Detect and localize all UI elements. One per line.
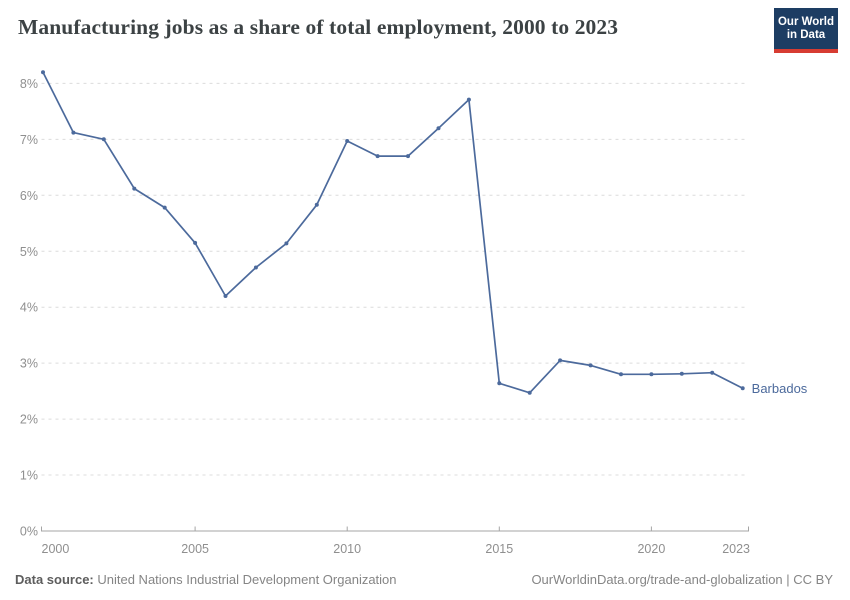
- y-axis-label-2%: 2%: [20, 413, 38, 427]
- owid-logo-line2: in Data: [786, 28, 826, 41]
- data-point-2021[interactable]: [679, 371, 684, 376]
- x-axis-label-2000: 2000: [42, 542, 70, 556]
- x-axis-label-2010: 2010: [333, 542, 361, 556]
- x-axis-label-2023: 2023: [722, 542, 750, 556]
- data-point-2018[interactable]: [588, 363, 593, 368]
- x-axis: [41, 526, 749, 532]
- owid-logo[interactable]: Our World in Data: [774, 8, 838, 53]
- y-axis-label-7%: 7%: [20, 133, 38, 147]
- data-source-value: United Nations Industrial Development Or…: [93, 572, 397, 587]
- data-point-2011[interactable]: [375, 154, 380, 159]
- chart-footer: Data source: United Nations Industrial D…: [15, 572, 833, 587]
- data-point-2022[interactable]: [710, 370, 715, 375]
- data-point-2005[interactable]: [193, 240, 198, 245]
- data-point-2002[interactable]: [101, 137, 106, 142]
- data-point-2006[interactable]: [223, 294, 228, 298]
- x-axis-label-2015: 2015: [485, 542, 513, 556]
- data-point-2001[interactable]: [71, 130, 76, 135]
- y-axis-label-5%: 5%: [20, 245, 38, 259]
- data-source: Data source: United Nations Industrial D…: [15, 572, 397, 587]
- data-point-2013[interactable]: [436, 126, 441, 131]
- data-point-2003[interactable]: [132, 186, 137, 191]
- data-point-2015[interactable]: [497, 381, 502, 386]
- chart-line-barbados[interactable]: [42, 71, 744, 394]
- data-point-2017[interactable]: [558, 358, 563, 363]
- data-point-2004[interactable]: [162, 205, 167, 210]
- entity-label-barbados[interactable]: Barbados: [752, 381, 808, 396]
- data-point-2019[interactable]: [619, 372, 623, 377]
- data-point-2023[interactable]: [740, 386, 745, 391]
- data-point-2008[interactable]: [284, 241, 289, 246]
- y-axis-label-0%: 0%: [20, 525, 38, 539]
- data-point-2020[interactable]: [649, 372, 654, 377]
- y-axis-label-8%: 8%: [20, 77, 38, 91]
- data-point-2000[interactable]: [41, 70, 45, 75]
- data-point-2007[interactable]: [253, 265, 258, 270]
- y-axis-label-1%: 1%: [20, 469, 38, 483]
- y-axis-label-4%: 4%: [20, 301, 38, 315]
- y-axis-label-3%: 3%: [20, 357, 38, 371]
- y-axis-label-6%: 6%: [20, 189, 38, 203]
- x-axis-label-2020: 2020: [637, 542, 665, 556]
- owid-logo-line1: Our World: [777, 15, 834, 28]
- x-axis-label-2005: 2005: [181, 542, 209, 556]
- data-point-2012[interactable]: [406, 154, 410, 159]
- data-point-2009[interactable]: [314, 202, 319, 207]
- chart-title: Manufacturing jobs as a share of total e…: [18, 15, 619, 39]
- data-point-2016[interactable]: [527, 390, 532, 395]
- data-point-2014[interactable]: [466, 97, 471, 102]
- credit-line: OurWorldinData.org/trade-and-globalizati…: [531, 572, 833, 587]
- data-source-label: Data source:: [15, 572, 94, 587]
- data-point-2010[interactable]: [345, 139, 350, 143]
